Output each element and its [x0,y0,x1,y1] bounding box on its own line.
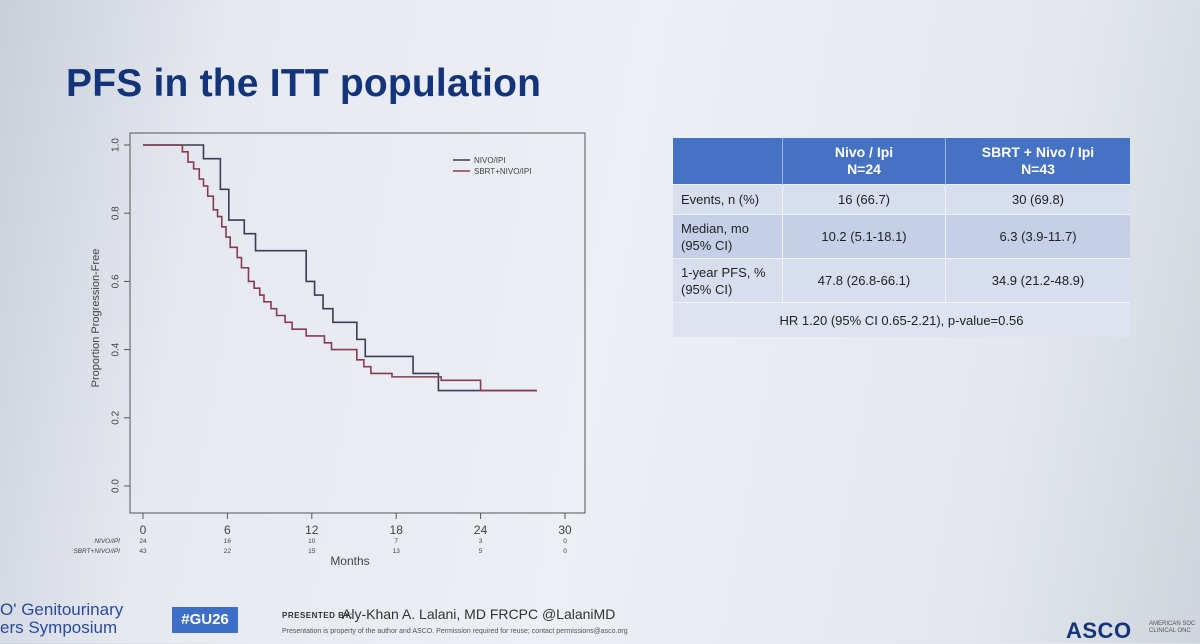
table-row: Median, mo (95% CI) 10.2 (5.1-18.1) 6.3 … [673,214,1130,259]
risk-count: 3 [479,538,483,545]
row-label-events: Events, n (%) [673,184,783,215]
cell-events-sbrt: 30 (69.8) [945,184,1130,215]
asco-subtitle: AMERICAN SOC CLINICAL ONC [1149,621,1195,635]
risk-table: NIVO/IPI 24 16 10 7 3 0 SBRT+NIVO/IPI 43 22 15 13 5 0 [73,538,567,555]
cell-pfs-sbrt: 34.9 (21.2-48.9) [945,258,1130,303]
symposium-line2: ers Symposium [0,618,118,637]
row-label-1yr-pfs: 1-year PFS, % (95% CI) [673,258,783,303]
median-label-line2: (95% CI) [681,237,733,253]
km-curve-sbrt-nivo-ipi [143,144,537,392]
legend: NIVO/IPI SBRT+NIVO/IPI [453,156,531,176]
table-row: HR 1.20 (95% CI 0.65-2.21), p-value=0.56 [673,302,1130,337]
x-tick-label: 30 [558,523,572,537]
table-header-sbrt-nivo-ipi: SBRT + Nivo / Ipi N=43 [945,138,1130,185]
risk-count: 5 [479,548,483,555]
table-header-nivo-ipi: Nivo / Ipi N=24 [782,138,946,185]
x-tick-label: 24 [474,523,488,537]
hazard-ratio: HR 1.20 (95% CI 0.65-2.21), p-value=0.56 [673,302,1130,337]
asco-sub-line2: CLINICAL ONC [1149,628,1191,634]
risk-count: 7 [394,538,398,545]
disclaimer: Presentation is property of the author a… [282,628,628,635]
table-header-blank [673,138,783,185]
risk-group-label: NIVO/IPI [94,538,120,545]
nivo-ipi-title: Nivo / Ipi [834,144,894,160]
x-axis-label: Months [330,554,369,568]
km-curve-nivo-ipi [143,144,537,392]
y-tick-label: 0.6 [111,274,122,288]
cell-events-nivo: 16 (66.7) [782,184,946,215]
y-tick-label: 0.0 [111,479,122,493]
risk-group-label: SBRT+NIVO/IPI [73,548,120,555]
risk-count: 16 [224,538,232,545]
legend-label: SBRT+NIVO/IPI [474,167,531,176]
legend-label: NIVO/IPI [474,156,506,165]
y-axis: 0.0 0.2 0.4 0.6 0.8 1.0 [111,138,131,493]
presenter-name: Aly-Khan A. Lalani, MD FRCPC @LalaniMD [342,606,616,622]
asco-logo: ASCO [1066,618,1132,643]
table-row: Events, n (%) 16 (66.7) 30 (69.8) [673,184,1130,215]
hashtag-badge: #GU26 [172,607,238,633]
symposium-name: O' Genitourinary ers Symposium [0,601,123,637]
pfs-label-line2: (95% CI) [681,281,733,297]
presented-by-label: PRESENTED BY: [282,611,353,620]
x-tick-label: 0 [140,523,147,537]
x-tick-label: 6 [224,523,231,537]
table-row: 1-year PFS, % (95% CI) 47.8 (26.8-66.1) … [673,258,1130,303]
risk-count: 0 [563,538,567,545]
risk-count: 0 [563,548,567,555]
results-table: Nivo / Ipi N=24 SBRT + Nivo / Ipi N=43 E… [673,138,1130,337]
sbrt-nivo-ipi-title: SBRT + Nivo / Ipi [981,144,1095,160]
symposium-line1: O' Genitourinary [0,600,124,619]
y-tick-label: 0.4 [111,342,122,356]
km-curves [143,144,537,392]
sbrt-nivo-ipi-n: N=43 [1021,161,1055,177]
x-axis: 0 6 12 18 24 30 [140,512,572,537]
km-chart: 0.00.20.40.60.81.0 0 6 12 18 24 30 NIVO/IPISB… [73,132,586,568]
asco-sub-line1: AMERICAN SOC [1149,621,1196,627]
cell-median-nivo: 10.2 (5.1-18.1) [782,214,946,259]
risk-count: 22 [224,548,232,555]
x-tick-label: 18 [390,523,404,537]
cell-pfs-nivo: 47.8 (26.8-66.1) [782,258,946,303]
y-axis-label: Proportion Progression-Free [90,249,102,388]
pfs-label-line1: 1-year PFS, % [681,264,766,280]
risk-count: 10 [308,538,316,545]
risk-count: 24 [139,538,147,545]
risk-count: 15 [308,548,316,555]
y-tick-label: 1.0 [111,138,122,152]
nivo-ipi-n: N=24 [847,161,881,177]
y-tick-label: 0.2 [111,410,122,424]
y-tick-label: 0.8 [111,206,122,220]
slide-title: PFS in the ITT population [66,62,542,105]
risk-count: 13 [393,548,401,555]
x-tick-label: 12 [305,523,319,537]
cell-median-sbrt: 6.3 (3.9-11.7) [945,214,1130,259]
row-label-median: Median, mo (95% CI) [673,214,783,259]
risk-count: 43 [139,548,147,555]
median-label-line1: Median, mo [681,220,749,236]
